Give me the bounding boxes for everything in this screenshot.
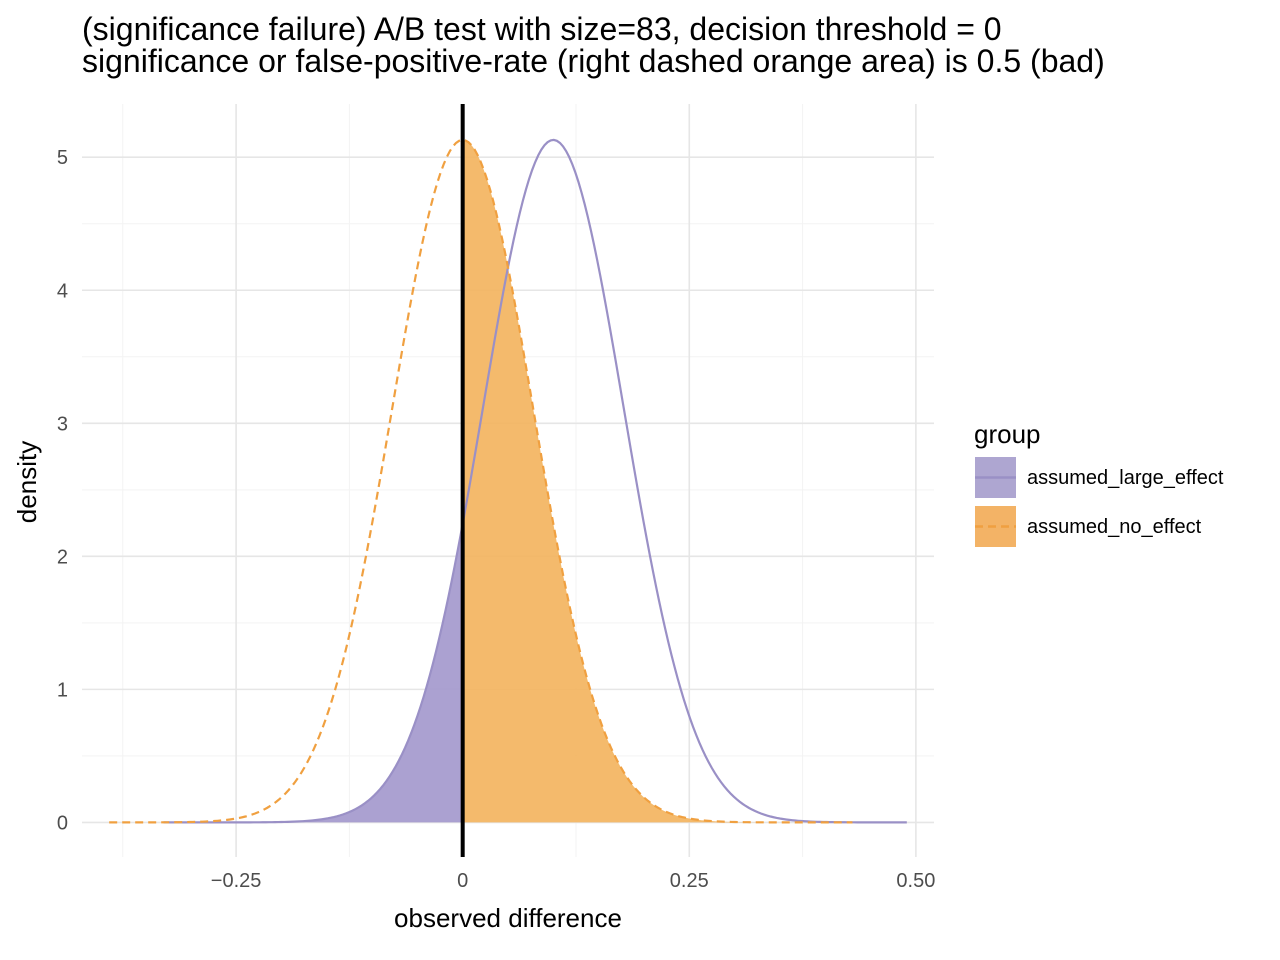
y-tick-label: 4 bbox=[57, 280, 68, 302]
x-tick-label: 0 bbox=[457, 870, 468, 892]
y-tick-label: 5 bbox=[57, 147, 68, 169]
shaded-areas bbox=[163, 139, 853, 823]
density-curves bbox=[109, 138, 907, 824]
x-tick-label: 0.25 bbox=[670, 870, 709, 892]
y-axis-title: density bbox=[12, 441, 42, 523]
y-tick-label: 3 bbox=[57, 413, 68, 435]
y-tick-label: 1 bbox=[57, 679, 68, 701]
legend-item-assumed_no_effect: assumed_no_effect bbox=[975, 506, 1202, 547]
x-axis-title: observed difference bbox=[394, 903, 622, 933]
y-axis-ticks: 0 1 2 3 4 5 bbox=[57, 147, 68, 834]
legend-label: assumed_large_effect bbox=[1027, 467, 1224, 489]
x-tick-label: 0.50 bbox=[896, 870, 935, 892]
legend-title: group bbox=[974, 419, 1041, 449]
chart-title-line-2: significance or false-positive-rate (rig… bbox=[82, 43, 1105, 79]
legend-item-assumed_large_effect: assumed_large_effect bbox=[975, 457, 1224, 498]
x-axis-ticks: −0.25 0 0.25 0.50 bbox=[211, 870, 936, 892]
assumed_no_effect-curve bbox=[109, 138, 853, 824]
y-tick-label: 0 bbox=[57, 812, 68, 834]
legend-entries: assumed_large_effect assumed_no_effect bbox=[975, 457, 1224, 547]
assumed_large_effect-curve bbox=[163, 138, 907, 824]
assumed_large_effect-area bbox=[163, 523, 463, 823]
chart-title-line-1: (significance failure) A/B test with siz… bbox=[82, 11, 1002, 47]
legend: group assumed_large_effect assumed_no_eff… bbox=[974, 419, 1224, 547]
legend-label: assumed_no_effect bbox=[1027, 516, 1202, 538]
y-tick-label: 2 bbox=[57, 546, 68, 568]
x-tick-label: −0.25 bbox=[211, 870, 262, 892]
assumed_no_effect-area bbox=[462, 139, 853, 823]
